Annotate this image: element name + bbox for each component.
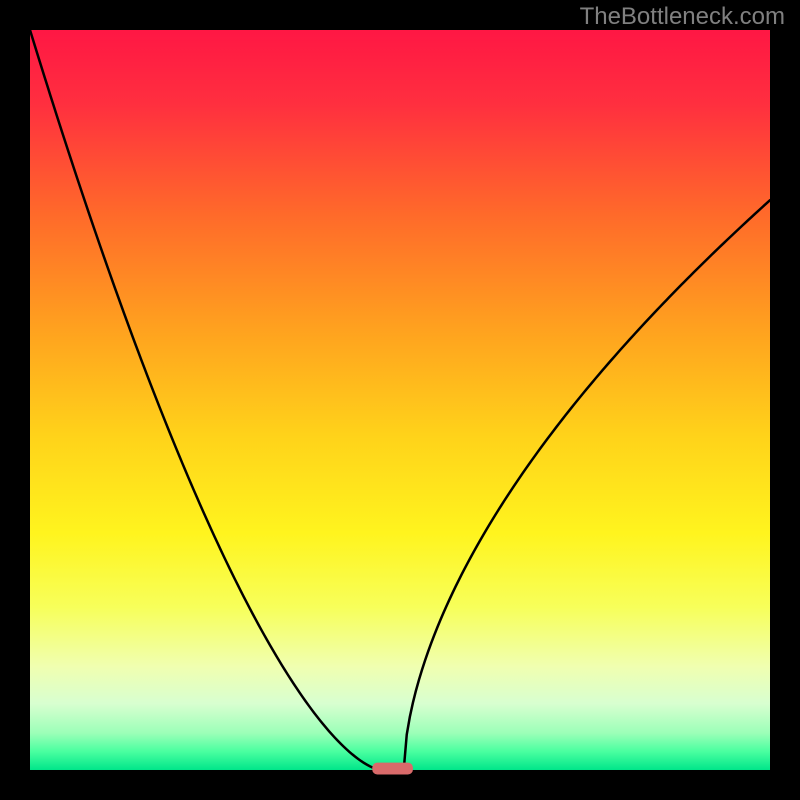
optimal-marker [372, 763, 413, 775]
gradient-background [30, 30, 770, 770]
bottleneck-chart: TheBottleneck.com [0, 0, 800, 800]
watermark-text: TheBottleneck.com [580, 3, 785, 30]
chart-root: TheBottleneck.com [0, 0, 800, 800]
